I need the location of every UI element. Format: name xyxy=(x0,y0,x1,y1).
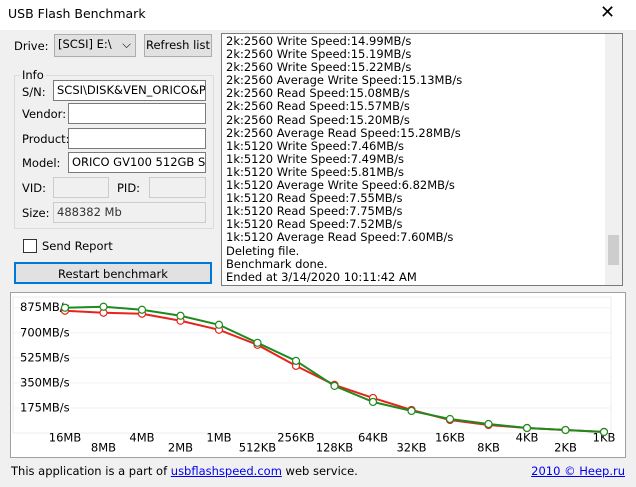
log-line: 1k:5120 Write Speed:5.81MB/s xyxy=(226,164,404,179)
log-line: 1k:5120 Average Read Speed:7.60MB/s xyxy=(226,230,454,245)
log-line: 2k:2560 Average Read Speed:15.28MB/s xyxy=(226,125,461,140)
footer-text: This application is a part of usbflashsp… xyxy=(11,464,358,478)
window-title: USB Flash Benchmark xyxy=(8,6,146,21)
scroll-thumb[interactable] xyxy=(608,235,619,265)
info-group xyxy=(14,75,214,229)
label: VID: xyxy=(22,181,46,195)
refresh-button[interactable]: Refresh list xyxy=(144,34,212,57)
x-tick-label: 1KB xyxy=(593,431,616,445)
label: S/N: xyxy=(22,85,46,99)
log-line: Ended at 3/14/2020 10:11:42 AM xyxy=(226,269,417,284)
group-title: Info xyxy=(20,68,46,82)
data-point xyxy=(176,311,185,320)
x-tick-label: 32KB xyxy=(396,441,426,455)
label: PID: xyxy=(117,181,141,195)
size-field: 488382 Mb xyxy=(53,202,206,223)
y-tick-label: 175MB/s xyxy=(20,400,70,414)
drive-value: [SCSI] E:\ xyxy=(58,37,112,51)
log-line: 2k:2560 Write Speed:15.22MB/s xyxy=(226,60,412,75)
log-line: 1k:5120 Average Write Speed:6.82MB/s xyxy=(226,178,455,193)
x-tick-label: 256KB xyxy=(277,431,314,445)
pid-field xyxy=(149,177,206,198)
data-point xyxy=(368,397,378,407)
product-field[interactable] xyxy=(68,128,206,149)
text: This application is a part of xyxy=(11,464,168,478)
y-tick-label: 700MB/s xyxy=(20,325,70,339)
y-tick-label: 875MB/s xyxy=(20,300,70,314)
log-line: Deleting file. xyxy=(226,243,300,258)
link[interactable]: usbflashspeed.com xyxy=(170,464,282,478)
text: web service. xyxy=(285,464,358,478)
data-point xyxy=(522,423,532,433)
log-line: 1k:5120 Read Speed:7.55MB/s xyxy=(226,191,403,206)
data-point xyxy=(330,381,339,391)
log-lines: 2k:2560 Write Speed:14.99MB/s 2k:2560 Wri… xyxy=(226,34,463,284)
data-point xyxy=(445,414,455,424)
copyright-link[interactable]: 2010 © Heep.ru xyxy=(531,464,625,478)
x-tick-label: 64KB xyxy=(358,431,388,445)
sn-field[interactable]: SCSI\DISK&VEN_ORICO&PRC xyxy=(53,80,206,101)
x-tick-label: 1MB xyxy=(206,431,231,445)
close-button[interactable]: ✕ xyxy=(600,2,616,23)
scrollbar[interactable] xyxy=(605,34,622,285)
x-tick-label: 16KB xyxy=(435,431,465,445)
x-tick-label: 8KB xyxy=(477,441,500,455)
chart: 175MB/s 350MB/s 525MB/s 700MB/s 875MB/s 16MB 8… xyxy=(12,296,616,455)
x-tick-label: 512KB xyxy=(239,441,276,455)
log-line: 1k:5120 Read Speed:7.75MB/s xyxy=(226,204,403,219)
drive-select[interactable]: [SCSI] E:\ ⌵ xyxy=(54,34,136,57)
x-tick-label: 8MB xyxy=(91,441,116,455)
label: Model: xyxy=(22,156,61,170)
x-tick-label: 4MB xyxy=(129,431,154,445)
data-point xyxy=(484,419,493,429)
log-line: 2k:2560 Read Speed:15.20MB/s xyxy=(226,112,410,127)
log-line: Benchmark done. xyxy=(226,256,328,271)
log-line: 2k:2560 Average Write Speed:15.13MB/s xyxy=(226,73,463,88)
log-line: 2k:2560 Read Speed:15.08MB/s xyxy=(226,86,410,101)
log-line: 1k:5120 Write Speed:7.46MB/s xyxy=(226,138,404,153)
data-point xyxy=(253,338,262,347)
x-tick-label: 4KB xyxy=(516,431,539,445)
label: Size: xyxy=(22,206,50,220)
data-point xyxy=(407,406,416,416)
checkbox[interactable] xyxy=(23,239,37,253)
data-point xyxy=(99,302,108,311)
plot-area xyxy=(12,296,612,434)
checkbox-label: Send Report xyxy=(42,239,113,253)
label: Product: xyxy=(22,132,70,146)
x-tick-label: 16MB xyxy=(49,431,82,445)
label: Vendor: xyxy=(22,107,67,121)
data-point xyxy=(561,425,570,435)
model-field[interactable]: ORICO GV100 512GB SCS xyxy=(68,152,206,173)
restart-button[interactable]: Restart benchmark xyxy=(14,262,212,284)
log-line: 2k:2560 Write Speed:15.19MB/s xyxy=(226,47,412,62)
data-point xyxy=(137,305,147,314)
x-tick-label: 128KB xyxy=(316,441,353,455)
x-tick-label: 2KB xyxy=(554,441,577,455)
log-line: 1k:5120 Write Speed:7.49MB/s xyxy=(226,151,404,166)
data-point xyxy=(291,356,301,365)
title-bar xyxy=(0,0,636,30)
log-line: 2k:2560 Write Speed:14.99MB/s xyxy=(226,34,412,48)
log-line: 2k:2560 Read Speed:15.57MB/s xyxy=(226,99,410,114)
log-box: 2k:2560 Write Speed:14.99MB/s 2k:2560 Wri… xyxy=(221,33,623,286)
vid-field xyxy=(53,177,109,198)
x-tick-label: 2MB xyxy=(168,441,193,455)
dropdown-arrow: ⌵ xyxy=(122,37,131,51)
vendor-field[interactable] xyxy=(68,103,206,124)
log-line: 1k:5120 Read Speed:7.52MB/s xyxy=(226,217,403,232)
y-tick-label: 350MB/s xyxy=(20,375,70,389)
label: Drive: xyxy=(14,39,49,53)
data-point xyxy=(214,320,224,329)
data-point xyxy=(60,303,70,312)
data-point xyxy=(599,427,609,437)
y-tick-label: 525MB/s xyxy=(20,350,70,364)
